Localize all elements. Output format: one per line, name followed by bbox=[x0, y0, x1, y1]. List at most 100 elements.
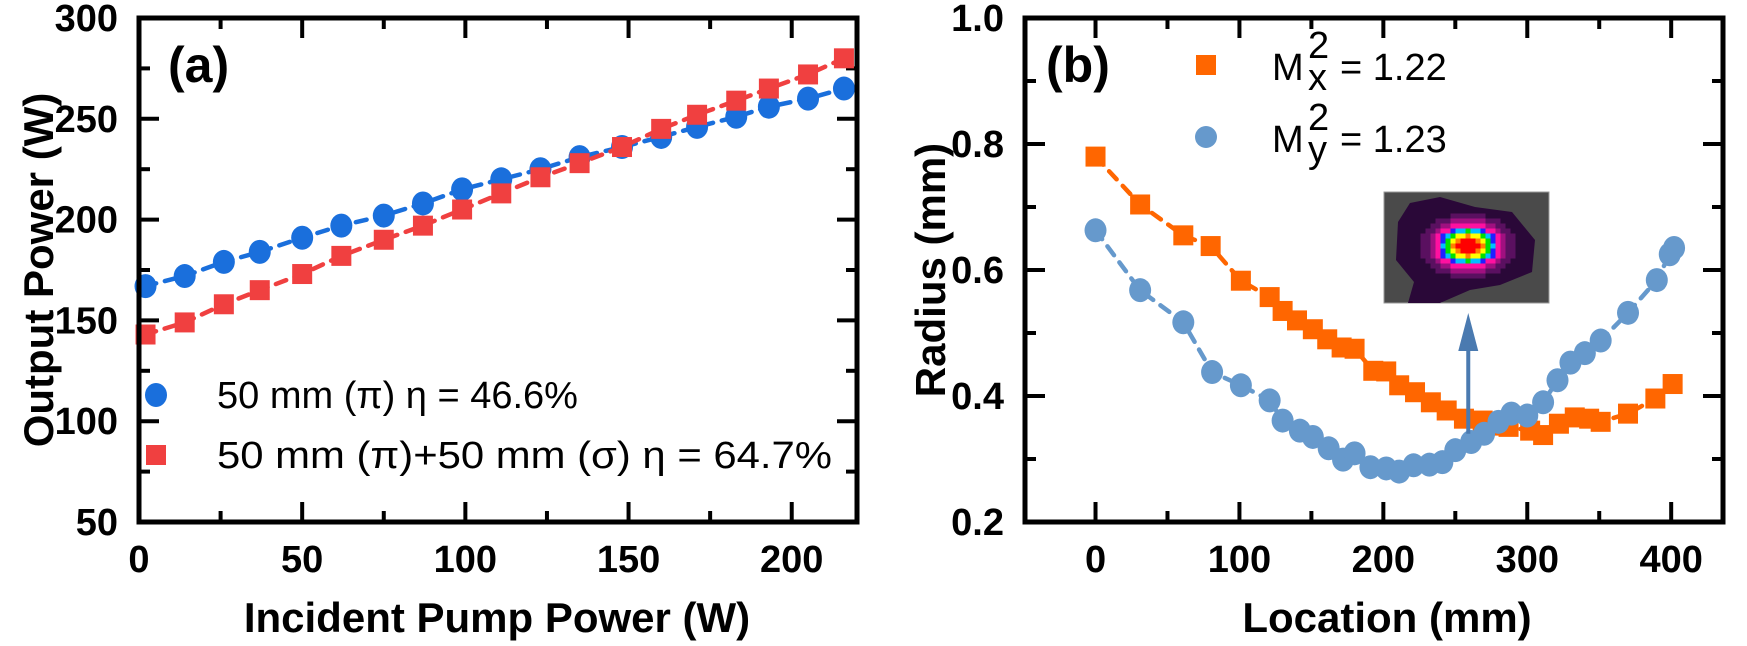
beam-pixel bbox=[1450, 228, 1456, 234]
beam-pixel bbox=[1440, 228, 1446, 234]
beam-pixel bbox=[1425, 258, 1431, 264]
beam-pixel bbox=[1460, 218, 1466, 224]
beam-pixel bbox=[1435, 223, 1441, 229]
beam-pixel bbox=[1485, 228, 1491, 234]
data-point-circle bbox=[1229, 373, 1252, 398]
data-point-square bbox=[292, 264, 313, 285]
x-tick-label: 300 bbox=[1496, 539, 1559, 581]
beam-pixel bbox=[1445, 268, 1451, 274]
beam-pixel bbox=[1460, 253, 1466, 259]
beam-pixel bbox=[1455, 263, 1461, 269]
beam-pixel bbox=[1485, 218, 1491, 224]
beam-pixel bbox=[1490, 223, 1496, 229]
beam-pixel bbox=[1460, 258, 1466, 264]
beam-pixel bbox=[1500, 238, 1506, 244]
beam-pixel bbox=[1450, 218, 1456, 224]
beam-pixel bbox=[1475, 228, 1481, 234]
beam-pixel bbox=[1480, 268, 1486, 274]
data-point-square bbox=[1436, 400, 1457, 421]
y-tick-label: 0.2 bbox=[951, 502, 1004, 544]
beam-pixel bbox=[1445, 228, 1451, 234]
legend-marker-square bbox=[1196, 55, 1216, 75]
data-point-circle bbox=[411, 191, 434, 216]
data-point-square bbox=[1287, 310, 1308, 331]
legend-value: = 1.23 bbox=[1340, 119, 1447, 161]
beam-pixel bbox=[1490, 233, 1496, 239]
beam-pixel bbox=[1470, 228, 1476, 234]
beam-pixel bbox=[1445, 253, 1451, 259]
beam-pixel bbox=[1505, 233, 1511, 239]
beam-pixel bbox=[1425, 233, 1431, 239]
beam-pixel bbox=[1490, 253, 1496, 259]
beam-pixel bbox=[1475, 243, 1481, 249]
beam-pixel bbox=[1495, 248, 1501, 254]
data-point-circle bbox=[1663, 235, 1686, 260]
beam-pixel bbox=[1455, 213, 1461, 219]
x-tick-label: 0 bbox=[1085, 539, 1106, 581]
beam-pixel bbox=[1440, 268, 1446, 274]
beam-pixel bbox=[1475, 263, 1481, 269]
beam-pixel bbox=[1485, 253, 1491, 259]
data-point-square bbox=[1389, 375, 1410, 396]
data-point-square bbox=[1173, 225, 1194, 246]
beam-pixel bbox=[1495, 258, 1501, 264]
beam-pixel bbox=[1460, 268, 1466, 274]
beam-pixel bbox=[1470, 263, 1476, 269]
beam-pixel bbox=[1440, 223, 1446, 229]
data-point-circle bbox=[248, 239, 271, 264]
data-point-circle bbox=[1301, 424, 1324, 449]
data-point-square bbox=[1548, 413, 1569, 434]
beam-pixel bbox=[1430, 228, 1436, 234]
beam-pixel bbox=[1475, 223, 1481, 229]
data-point-square bbox=[687, 104, 708, 125]
beam-pixel bbox=[1465, 268, 1471, 274]
beam-pixel bbox=[1475, 213, 1481, 219]
beam-pixel bbox=[1495, 223, 1501, 229]
beam-pixel bbox=[1470, 223, 1476, 229]
data-point-square bbox=[1645, 388, 1666, 409]
beam-pixel bbox=[1505, 243, 1511, 249]
data-point-circle bbox=[212, 249, 235, 274]
beam-pixel bbox=[1495, 243, 1501, 249]
data-point-square bbox=[1405, 382, 1426, 403]
data-point-circle bbox=[1359, 455, 1382, 480]
data-point-circle bbox=[1617, 300, 1640, 325]
beam-pixel bbox=[1480, 218, 1486, 224]
beam-pixel bbox=[1470, 258, 1476, 264]
beam-pixel bbox=[1500, 248, 1506, 254]
data-point-circle bbox=[1532, 390, 1555, 415]
beam-pixel bbox=[1420, 238, 1426, 244]
beam-pixel bbox=[1440, 243, 1446, 249]
data-point-square bbox=[1344, 338, 1365, 359]
beam-pixel bbox=[1455, 248, 1461, 254]
beam-pixel bbox=[1450, 268, 1456, 274]
beam-pixel bbox=[1455, 218, 1461, 224]
beam-pixel bbox=[1445, 238, 1451, 244]
beam-pixel bbox=[1475, 218, 1481, 224]
series-1 bbox=[1084, 218, 1686, 484]
data-point-circle bbox=[1271, 408, 1294, 433]
arrow-head bbox=[1458, 313, 1479, 351]
beam-pixel bbox=[1500, 228, 1506, 234]
beam-pixel bbox=[1465, 233, 1471, 239]
y-tick-label: 1.0 bbox=[951, 0, 1004, 40]
beam-pixel bbox=[1510, 233, 1516, 239]
beam-pixel bbox=[1465, 248, 1471, 254]
legend-subscript: y bbox=[1308, 129, 1327, 171]
beam-pixel bbox=[1435, 228, 1441, 234]
data-point-square bbox=[174, 312, 195, 333]
beam-pixel bbox=[1450, 238, 1456, 244]
data-point-circle bbox=[330, 213, 353, 238]
beam-pixel bbox=[1430, 238, 1436, 244]
data-point-square bbox=[412, 215, 433, 236]
data-point-square bbox=[651, 118, 672, 139]
beam-pixel bbox=[1500, 233, 1506, 239]
beam-pixel bbox=[1480, 228, 1486, 234]
legend-superscript: 2 bbox=[1308, 25, 1329, 67]
beam-pixel bbox=[1465, 223, 1471, 229]
beam-pixel bbox=[1450, 263, 1456, 269]
panel-b-beam-radius-chart: 0 100 200 300 400 0.2 0.4 0.6 0.8 1.0 Location (mm… bbox=[907, 0, 1726, 641]
beam-pixel bbox=[1480, 223, 1486, 229]
x-tick-label: 200 bbox=[760, 539, 823, 581]
